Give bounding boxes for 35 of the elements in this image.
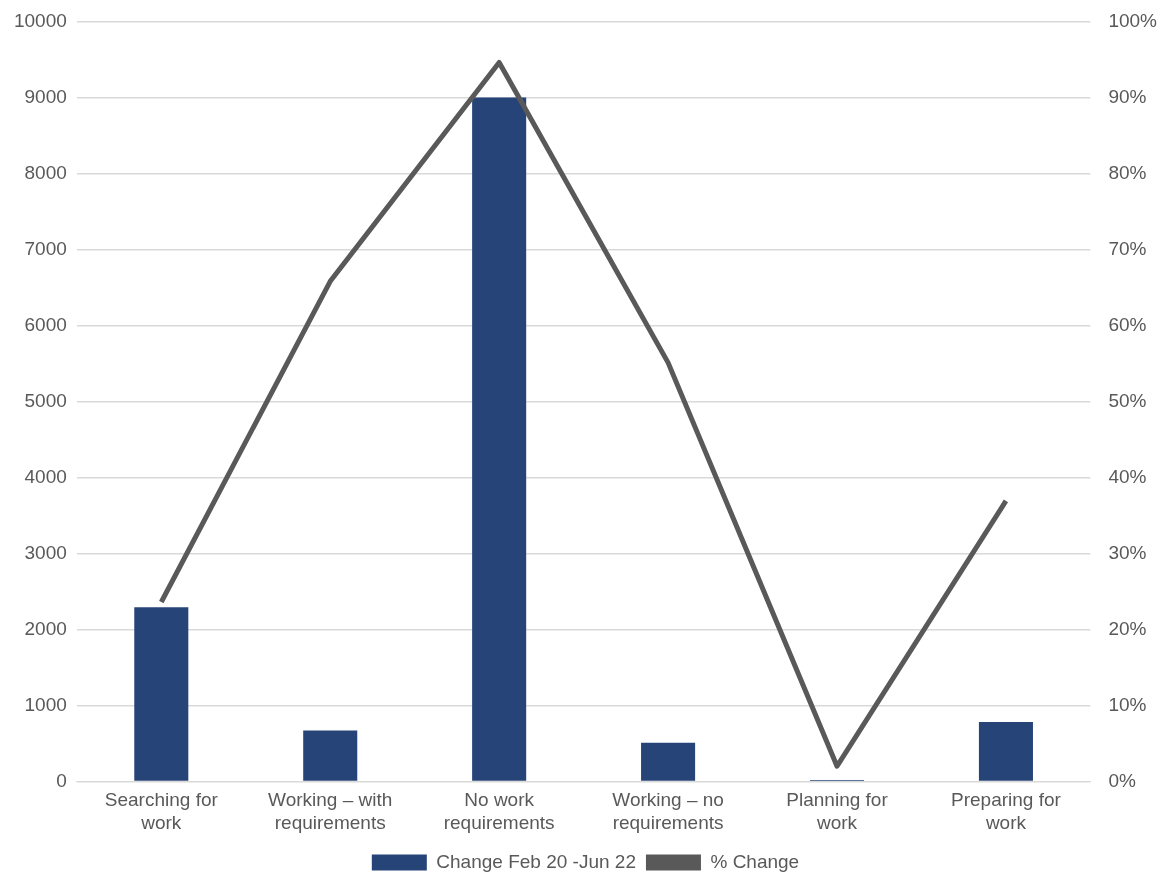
y-tick-label: 10000 (13, 9, 67, 31)
y2-tick-label: 30% (1108, 541, 1147, 563)
y-tick-label: 6000 (24, 313, 67, 335)
x-tick-label: Preparing for work (951, 789, 1062, 833)
bar (472, 97, 527, 781)
bar (303, 730, 358, 781)
y2-tick-label: 40% (1108, 465, 1147, 487)
x-tick-label: Searching for work (104, 789, 219, 833)
y-tick-label: 4000 (24, 465, 67, 487)
y-tick-label: 0 (56, 769, 67, 791)
y2-tick-label: 50% (1108, 389, 1147, 411)
y-tick-label: 5000 (24, 389, 67, 411)
y2-tick-label: 90% (1108, 85, 1147, 107)
y2-tick-label: 0% (1108, 769, 1136, 791)
x-tick-label: No work requirements (443, 789, 555, 833)
x-tick-label: Working – with requirements (268, 789, 393, 833)
y2-tick-label: 20% (1108, 617, 1147, 639)
y2-tick-label: 70% (1108, 237, 1147, 259)
y2-tick-label: 10% (1108, 693, 1147, 715)
y-tick-label: 1000 (24, 693, 67, 715)
y-tick-label: 9000 (24, 85, 67, 107)
y-tick-label: 3000 (24, 541, 67, 563)
bar (134, 607, 189, 781)
y2-tick-label: 60% (1108, 313, 1147, 335)
bar (978, 722, 1033, 781)
legend-label: % Change (710, 850, 800, 872)
legend-label: Change Feb 20 -Jun 22 (436, 850, 636, 872)
x-tick-label: Working – no requirements (612, 789, 724, 833)
y2-tick-label: 100% (1108, 9, 1158, 31)
y-tick-label: 2000 (24, 617, 67, 639)
bar (641, 742, 696, 781)
x-tick-label: Planning for work (786, 789, 889, 833)
y-tick-label: 8000 (24, 161, 67, 183)
y-tick-label: 7000 (24, 237, 67, 259)
y2-tick-label: 80% (1108, 161, 1147, 183)
